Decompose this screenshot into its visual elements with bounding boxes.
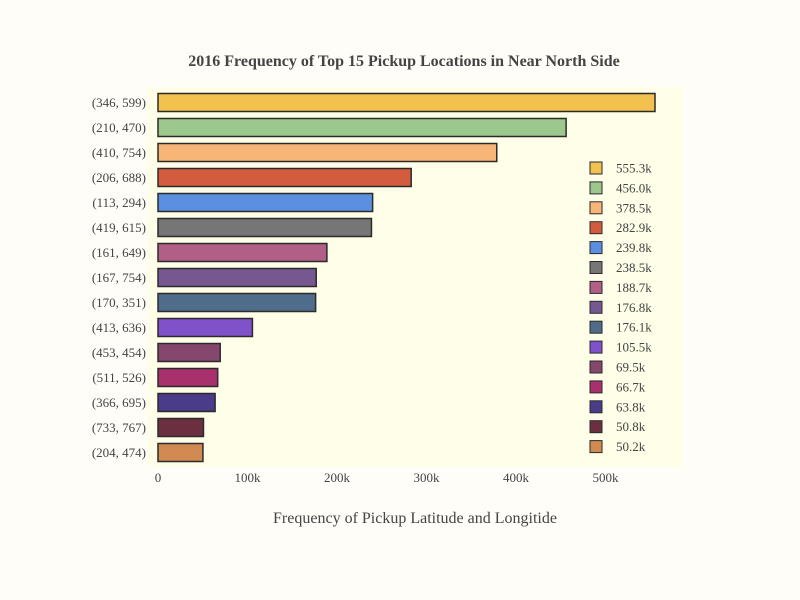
legend-label: 66.7k [616,379,646,394]
y-tick-labels: (346, 599) (210, 470) (410, 754) (206, 688)… [92,95,146,460]
x-tick-label: 0 [155,470,162,485]
legend-label: 50.8k [616,419,646,434]
bar [157,342,221,363]
x-tick-label: 400k [503,470,530,485]
legend-swatch [589,400,603,414]
legend-label: 50.2k [616,439,646,454]
y-tick-label: (206, 688) [92,170,146,185]
legend-label: 69.5k [616,360,646,375]
bars-group [157,92,656,463]
bar [157,292,317,313]
x-tick-label: 200k [324,470,351,485]
bar [157,267,317,288]
legend-swatch [589,241,603,255]
y-tick-label: (366, 695) [92,395,146,410]
bar [157,142,498,163]
y-tick-label: (453, 454) [92,345,146,360]
bar [157,442,204,463]
bar [157,217,373,238]
legend-label: 188.7k [616,280,652,295]
legend-label: 282.9k [616,220,652,235]
legend-label: 456.0k [616,180,652,195]
bar [157,167,412,188]
legend-swatch [589,181,603,195]
legend-swatch [589,201,603,215]
legend-swatch [589,221,603,235]
bar [157,92,656,113]
x-tick-label: 300k [414,470,441,485]
legend-swatch [589,300,603,314]
legend-label: 176.1k [616,320,652,335]
legend-label: 378.5k [616,200,652,215]
y-tick-label: (410, 754) [92,145,146,160]
legend-swatch [589,320,603,334]
y-tick-label: (346, 599) [92,95,146,110]
legend-label: 239.8k [616,240,652,255]
bar [157,317,254,338]
x-tick-labels: 0 100k 200k 300k 400k 500k [155,470,619,485]
bar [157,392,216,413]
bar [157,242,328,263]
y-tick-label: (113, 294) [92,195,146,210]
y-tick-label: (511, 526) [92,370,146,385]
legend-swatch [589,380,603,394]
x-tick-label: 500k [593,470,620,485]
y-tick-label: (419, 615) [92,220,146,235]
legend-swatch [589,280,603,294]
chart-title: 2016 Frequency of Top 15 Pickup Location… [188,53,619,70]
legend-label: 105.5k [616,340,652,355]
legend-label: 176.8k [616,300,652,315]
legend-swatch [589,340,603,354]
bar [157,417,205,438]
y-tick-label: (204, 474) [92,445,146,460]
y-tick-label: (170, 351) [92,295,146,310]
bar [157,367,219,388]
legend-swatch [589,440,603,454]
y-tick-label: (167, 754) [92,270,146,285]
bar [157,192,374,213]
legend-label: 238.5k [616,260,652,275]
bar [157,117,567,138]
y-tick-label: (733, 767) [92,420,146,435]
legend-swatch [589,161,603,175]
y-tick-label: (161, 649) [92,245,146,260]
legend-swatch [589,420,603,434]
legend-label: 63.8k [616,399,646,414]
x-axis-title: Frequency of Pickup Latitude and Longiti… [273,510,557,527]
legend-label: 555.3k [616,161,652,176]
y-tick-label: (413, 636) [92,320,146,335]
x-tick-label: 100k [235,470,262,485]
legend: 555.3k 456.0k 378.5k 282.9k 239.8k 238.5k 188.… [589,161,652,454]
legend-swatch [589,360,603,374]
legend-swatch [589,261,603,274]
y-tick-label: (210, 470) [92,120,146,135]
